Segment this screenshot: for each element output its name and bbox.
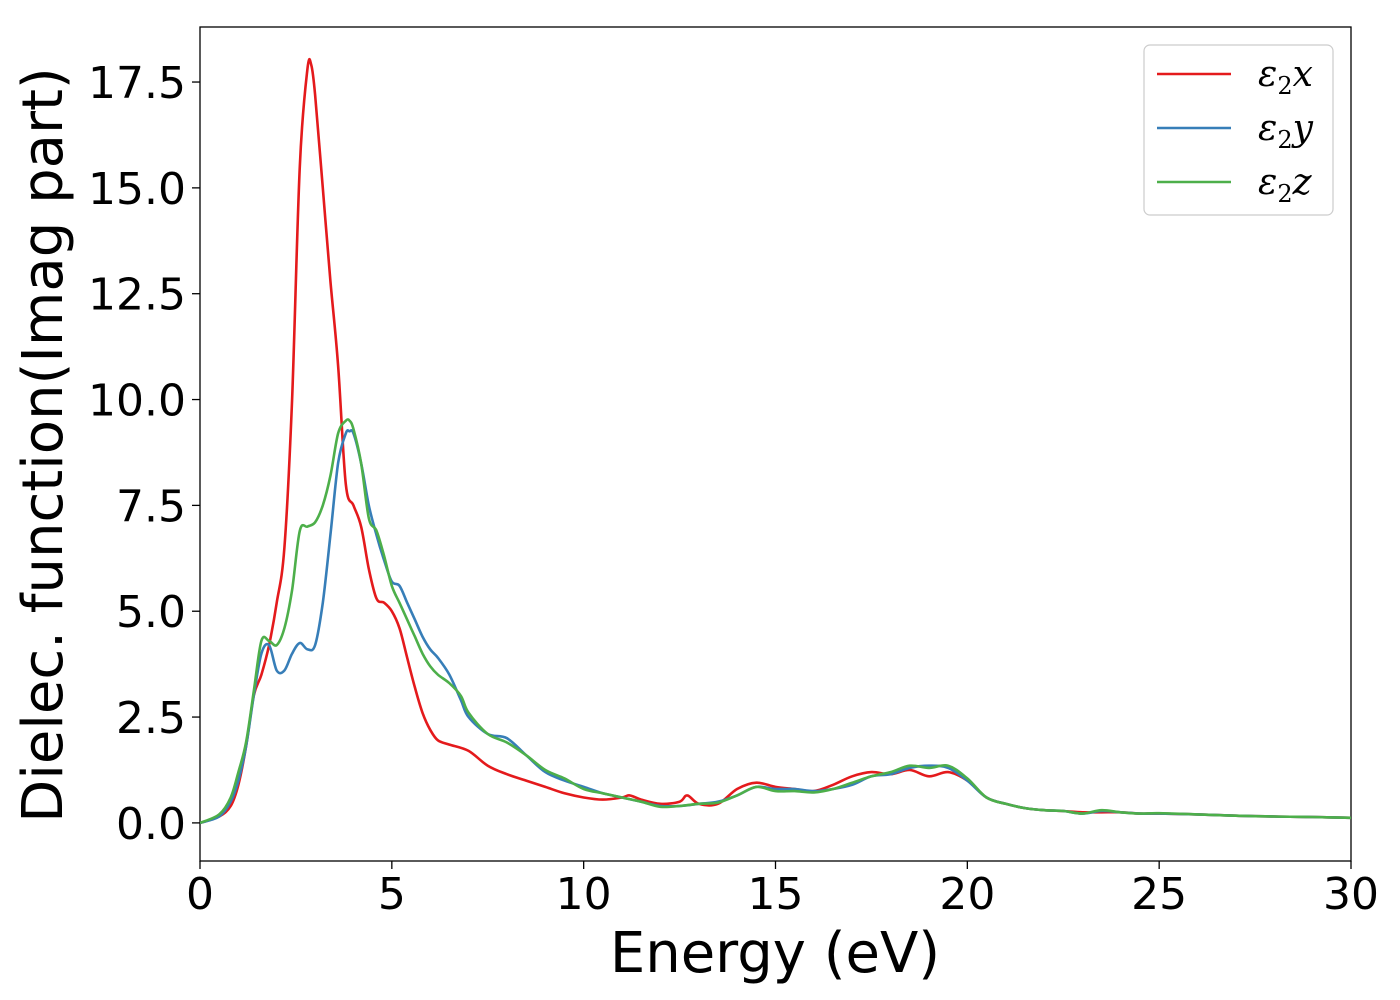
legend-label-y: ε2y [1258, 108, 1314, 154]
y-axis-label: Dielec. function(Imag part) [11, 67, 76, 823]
legend-variable: x [1293, 54, 1313, 95]
legend-subscript: 2 [1277, 72, 1292, 100]
y-tick-label: 0.0 [116, 799, 186, 850]
legend-subscript: 2 [1277, 126, 1292, 154]
series-layer [200, 57, 1351, 825]
series-line-z [200, 418, 1351, 825]
y-tick-label: 7.5 [116, 481, 186, 532]
legend-box [1143, 44, 1334, 216]
y-tick-label: 2.5 [116, 693, 186, 744]
legend-epsilon: ε [1258, 54, 1277, 95]
legend-epsilon: ε [1258, 162, 1277, 203]
x-tick-label: 10 [556, 869, 612, 920]
x-tick-label: 25 [1131, 869, 1187, 920]
x-tick-label: 30 [1323, 869, 1379, 920]
y-axis: 0.0 2.5 5.0 7.5 10.0 12.5 15.0 17.5 [88, 58, 200, 850]
legend-label-z: ε2z [1258, 162, 1313, 208]
y-tick-label: 5.0 [116, 587, 186, 638]
x-axis: 0 5 10 15 20 25 30 [186, 861, 1379, 920]
x-tick-label: 15 [748, 869, 804, 920]
y-tick-label: 10.0 [88, 376, 186, 427]
x-tick-label: 0 [186, 869, 214, 920]
legend-variable: z [1292, 162, 1313, 203]
legend-label-x: ε2x [1258, 54, 1313, 100]
y-tick-label: 15.0 [88, 164, 186, 215]
y-tick-label: 17.5 [88, 58, 186, 109]
y-tick-label: 12.5 [88, 270, 186, 321]
legend-subscript: 2 [1277, 180, 1292, 208]
legend-epsilon: ε [1258, 108, 1277, 149]
x-tick-label: 20 [939, 869, 995, 920]
legend-variable: y [1291, 108, 1314, 149]
x-tick-label: 5 [378, 869, 406, 920]
x-axis-label: Energy (eV) [610, 921, 940, 986]
